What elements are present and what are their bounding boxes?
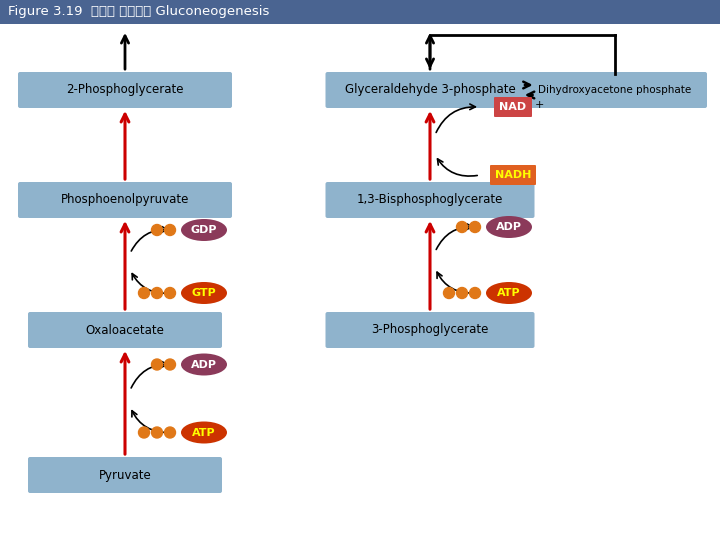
Text: NADH: NADH <box>495 170 531 180</box>
Circle shape <box>164 359 176 370</box>
FancyBboxPatch shape <box>28 457 222 493</box>
FancyBboxPatch shape <box>523 72 707 108</box>
FancyBboxPatch shape <box>18 182 232 218</box>
Text: Pyruvate: Pyruvate <box>99 469 151 482</box>
Text: ADP: ADP <box>496 222 522 232</box>
Text: GDP: GDP <box>191 225 217 235</box>
Text: Figure 3.19  포도당 신생합성 Gluconeogenesis: Figure 3.19 포도당 신생합성 Gluconeogenesis <box>8 5 269 18</box>
FancyBboxPatch shape <box>28 312 222 348</box>
Circle shape <box>456 221 467 233</box>
Circle shape <box>164 287 176 299</box>
FancyBboxPatch shape <box>325 312 534 348</box>
Circle shape <box>151 225 163 235</box>
Ellipse shape <box>181 282 227 304</box>
Circle shape <box>164 427 176 438</box>
Text: ATP: ATP <box>192 428 216 437</box>
Text: Phosphoenolpyruvate: Phosphoenolpyruvate <box>60 193 189 206</box>
Circle shape <box>151 287 163 299</box>
Text: 2-Phosphoglycerate: 2-Phosphoglycerate <box>66 84 184 97</box>
Circle shape <box>151 359 163 370</box>
Text: ADP: ADP <box>191 360 217 369</box>
Text: Glyceraldehyde 3-phosphate: Glyceraldehyde 3-phosphate <box>345 84 516 97</box>
Circle shape <box>469 287 480 299</box>
Text: 1,3-Bisphosphoglycerate: 1,3-Bisphosphoglycerate <box>357 193 503 206</box>
Text: +: + <box>535 100 544 110</box>
FancyBboxPatch shape <box>18 72 232 108</box>
Text: GTP: GTP <box>192 288 217 298</box>
Text: NAD: NAD <box>500 102 526 112</box>
Text: 3-Phosphoglycerate: 3-Phosphoglycerate <box>372 323 489 336</box>
FancyBboxPatch shape <box>494 97 532 117</box>
Text: Oxaloacetate: Oxaloacetate <box>86 323 164 336</box>
FancyBboxPatch shape <box>325 72 534 108</box>
Ellipse shape <box>181 422 227 443</box>
Ellipse shape <box>486 216 532 238</box>
Circle shape <box>138 287 150 299</box>
Circle shape <box>444 287 454 299</box>
Circle shape <box>151 427 163 438</box>
Circle shape <box>456 287 467 299</box>
Circle shape <box>469 221 480 233</box>
FancyBboxPatch shape <box>490 165 536 185</box>
Ellipse shape <box>486 282 532 304</box>
Ellipse shape <box>181 219 227 241</box>
Ellipse shape <box>181 354 227 375</box>
Circle shape <box>138 427 150 438</box>
Bar <box>0 0 720 24</box>
FancyBboxPatch shape <box>325 182 534 218</box>
Text: ATP: ATP <box>498 288 521 298</box>
Text: Dihydroxyacetone phosphate: Dihydroxyacetone phosphate <box>539 85 692 95</box>
Circle shape <box>164 225 176 235</box>
